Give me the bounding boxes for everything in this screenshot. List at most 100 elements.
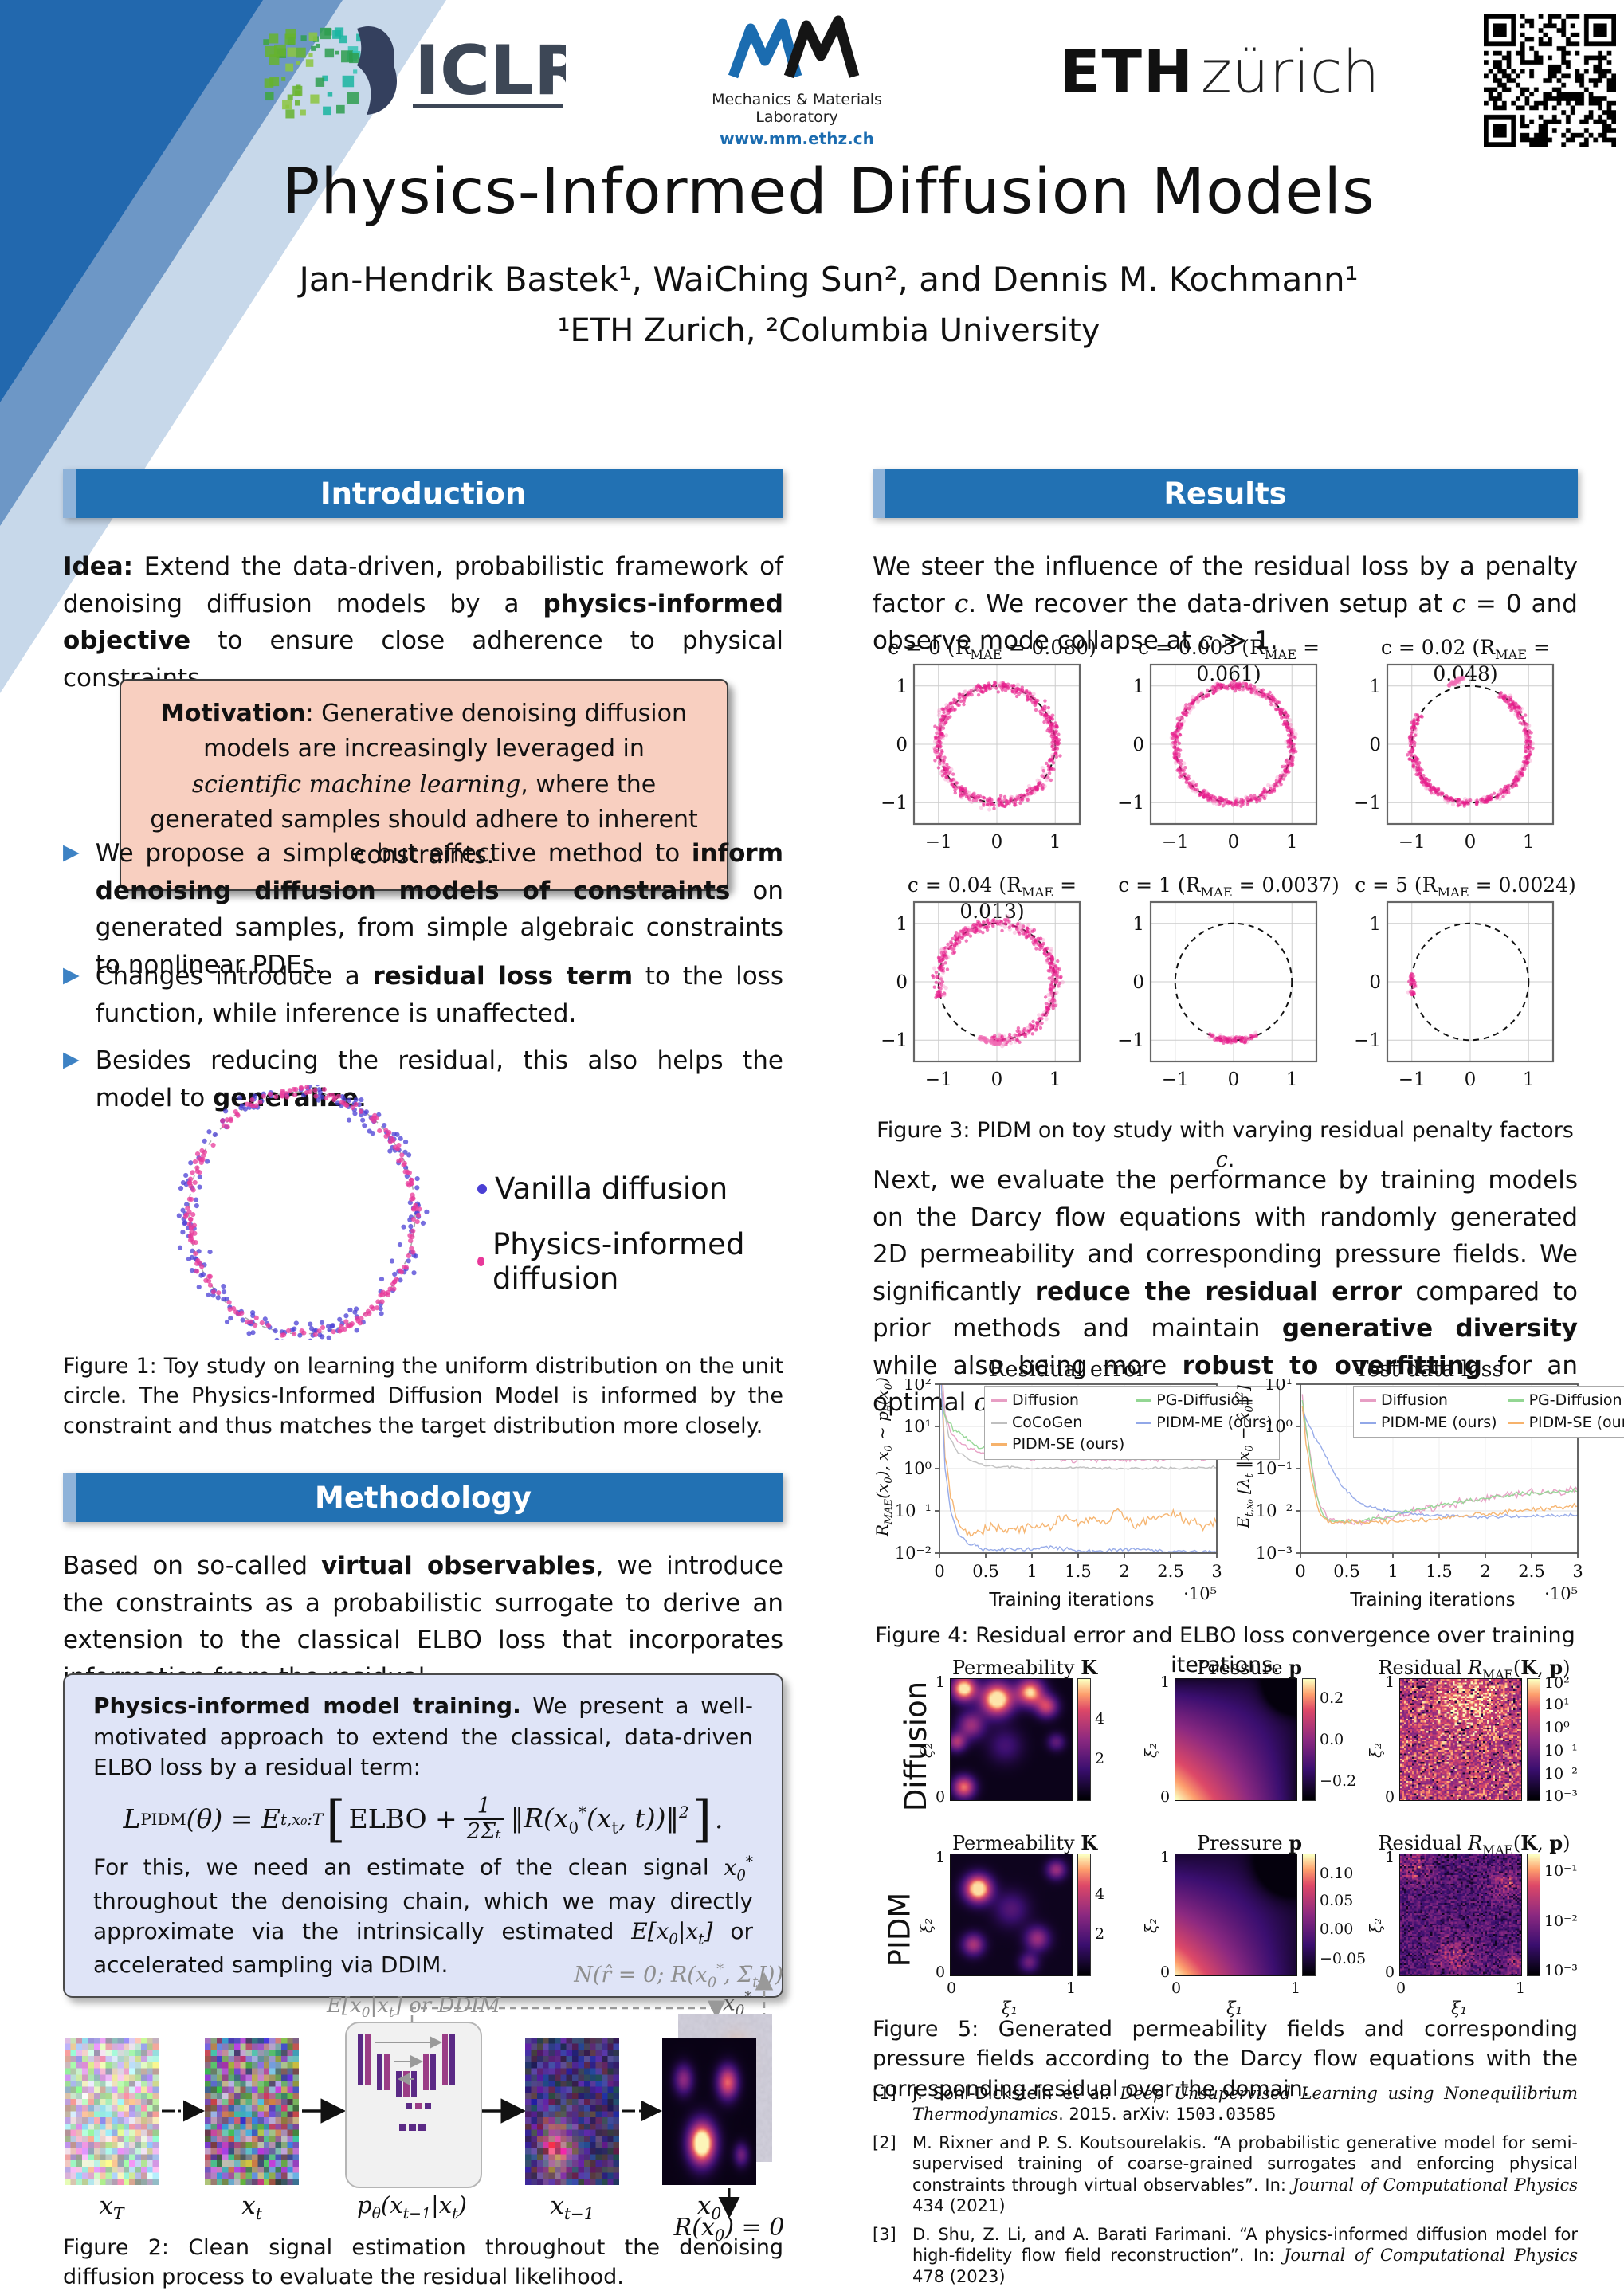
fig4-residual-error-plot: Residual error RMAE(x0), x0 ∼ pθ(x0) 0 0.5 1…	[873, 1357, 1280, 1620]
mm-lab-logo: Mechanics & Materials Laboratory www.mm.…	[677, 14, 916, 148]
svg-text:10⁻²: 10⁻²	[895, 1544, 932, 1563]
banner-methodology: Methodology	[63, 1473, 783, 1522]
references-list: [1] J. Sohl-Dickstein et al. Deep Unsuper…	[873, 2083, 1578, 2295]
banner-introduction: Introduction	[63, 469, 783, 518]
svg-text:1: 1	[1049, 1069, 1061, 1090]
svg-text:0: 0	[1369, 735, 1381, 755]
svg-text:0: 0	[896, 735, 908, 755]
svg-text:0: 0	[1228, 832, 1240, 853]
noisy-image-xT	[65, 2038, 159, 2185]
svg-text:−1: −1	[1398, 1069, 1426, 1090]
svg-text:1: 1	[1369, 914, 1381, 935]
svg-text:0: 0	[1132, 735, 1144, 755]
noisy-image-xt-1	[525, 2038, 619, 2185]
box-heading: Physics-informed model training.	[93, 1693, 521, 1719]
svg-text:2.5: 2.5	[1157, 1562, 1183, 1581]
unet-icon	[358, 2034, 455, 2131]
svg-text:1: 1	[1049, 832, 1061, 853]
svg-text:0.5: 0.5	[1333, 1562, 1359, 1581]
intro-idea: Idea: Extend the data-driven, probabilis…	[63, 552, 783, 692]
svg-text:1: 1	[1523, 1069, 1535, 1090]
svg-text:−1: −1	[1354, 793, 1381, 814]
reference-3: [3] D. Shu, Z. Li, and A. Barati Farimani…	[873, 2224, 1578, 2286]
figure1-legend-pidm: Physics-informed diffusion	[477, 1227, 783, 1296]
label-ptheta: pθ(xt−1|xt)	[356, 2191, 467, 2222]
figure2-caption: Figure 2: Clean signal estimation throug…	[63, 2235, 783, 2290]
bullet-arrow-icon: ▶	[63, 840, 80, 865]
svg-text:0: 0	[1132, 972, 1144, 993]
fig5-diffusion-residual: Residual RMAE(K, p) ξ₂ 1 0 10² 10¹ 10⁰ 10⁻¹ 10⁻…	[1366, 1656, 1578, 1806]
svg-text:−1: −1	[1354, 1030, 1381, 1051]
label-xt-1: xt−1	[550, 2191, 594, 2224]
legend-dot-pink	[477, 1257, 484, 1266]
reference-1: [1] J. Sohl-Dickstein et al. Deep Unsuper…	[873, 2084, 1578, 2124]
fig5-pidm-pressure: Pressure p ξ₂ 1 0 0.10 0.05 0.00 −0.05 0 1 ξ₁	[1141, 1831, 1367, 2018]
bullet-arrow-icon: ▶	[63, 963, 80, 987]
eth-logo-light: zürich	[1200, 38, 1380, 107]
fig5-pidm-residual: Residual RMAE(K, p) ξ₂ 1 0 10⁻¹ 10⁻² 10⁻³ 0 1 ξ₁	[1366, 1831, 1578, 2018]
svg-text:1: 1	[1369, 677, 1381, 697]
svg-text:0: 0	[896, 972, 908, 993]
noisy-image-xt	[205, 2038, 299, 2185]
label-xT: xT	[99, 2191, 124, 2224]
fig2-arrows	[162, 1972, 774, 2218]
svg-text:1: 1	[1286, 1069, 1298, 1090]
mm-lab-name: Mechanics & Materials Laboratory	[712, 91, 882, 126]
svg-text:0: 0	[1465, 832, 1477, 853]
svg-text:1: 1	[896, 914, 908, 935]
authors: Jan-Hendrik Bastek¹, WaiChing Sun², and …	[299, 260, 1359, 299]
svg-text:2: 2	[1480, 1562, 1490, 1581]
mm-zigzag-icon	[728, 15, 860, 79]
svg-text:3: 3	[1572, 1562, 1583, 1581]
results-paragraph-1: We steer the influence of the residual l…	[873, 552, 1578, 655]
fig3-plot-c0: c = 0 (RMAE = 0.080) 1 0 −1 −1 0 1	[881, 636, 1096, 853]
svg-text:10⁻¹: 10⁻¹	[1256, 1459, 1293, 1478]
banner-results: Results	[873, 469, 1578, 518]
svg-text:−1: −1	[925, 832, 952, 853]
fig3-plot-c002: c = 0.02 (RMAE = 0.048) 1 0 −1 −1 0 1	[1352, 636, 1579, 864]
eth-logo: ETH zürich	[1060, 38, 1442, 110]
clean-image-x0	[662, 2038, 756, 2185]
fig3-plot-c004: c = 0.04 (RMAE = 0.013) 1 0 −1 −1 0 1	[879, 873, 1105, 1101]
svg-text:1: 1	[1132, 677, 1144, 697]
svg-text:10⁰: 10⁰	[1265, 1417, 1293, 1436]
svg-text:1: 1	[896, 677, 908, 697]
svg-text:0: 0	[991, 832, 1003, 853]
figure1-legend-vanilla: Vanilla diffusion	[477, 1171, 728, 1206]
unet-box	[345, 2022, 482, 2188]
fig5-row-label-pidm: PIDM	[882, 1892, 917, 1967]
figure2-diagram: N(r̂ = 0; R(x0*, Σ̄tI)) E[x0|xt] or DDIM…	[63, 1962, 784, 2245]
figure1-caption: Figure 1: Toy study on learning the unif…	[63, 1354, 783, 1438]
qr-code	[1484, 14, 1616, 147]
svg-text:0: 0	[1295, 1562, 1305, 1581]
eth-logo-bold: ETH	[1060, 38, 1194, 107]
bullet-arrow-icon: ▶	[63, 1047, 80, 1072]
svg-text:0: 0	[1369, 972, 1381, 993]
figure4-caption: Figure 4: Residual error and ELBO loss c…	[875, 1623, 1575, 1678]
svg-text:10¹: 10¹	[904, 1417, 932, 1436]
svg-text:0: 0	[991, 1069, 1003, 1090]
mm-lab-url: www.mm.ethz.ch	[720, 129, 874, 148]
figure3-caption: Figure 3: PIDM on toy study with varying…	[877, 1118, 1574, 1173]
svg-text:−1: −1	[1117, 1030, 1144, 1051]
fig5-pidm-permeability: Permeability K ξ₂ 1 0 4 2 0 1 ξ₁	[916, 1831, 1105, 2018]
svg-text:−1: −1	[881, 793, 908, 814]
svg-text:10²: 10²	[904, 1379, 932, 1394]
bullet-2: ▶ Changes introduce a residual loss term…	[63, 958, 783, 1032]
fig3-plot-c1: c = 1 (RMAE = 0.0037) 1 0 −1 −1 0 1	[1117, 873, 1340, 1090]
page-title: Physics-Informed Diffusion Models	[282, 156, 1375, 228]
label-residual-zero: R(x0) = 0	[673, 2214, 785, 2245]
svg-text:10⁻²: 10⁻²	[1256, 1501, 1293, 1520]
svg-text:·10⁵: ·10⁵	[1544, 1584, 1578, 1603]
svg-text:0: 0	[1465, 1069, 1477, 1090]
svg-text:−1: −1	[1162, 832, 1189, 853]
svg-text:2: 2	[1119, 1562, 1129, 1581]
svg-text:1.5: 1.5	[1065, 1562, 1091, 1581]
svg-text:1.5: 1.5	[1426, 1562, 1452, 1581]
svg-text:0: 0	[1228, 1069, 1240, 1090]
svg-text:ICLR: ICLR	[414, 31, 566, 111]
motivation-box: Motivation: Generative denoising diffusi…	[120, 679, 728, 891]
svg-text:1: 1	[1026, 1562, 1037, 1581]
